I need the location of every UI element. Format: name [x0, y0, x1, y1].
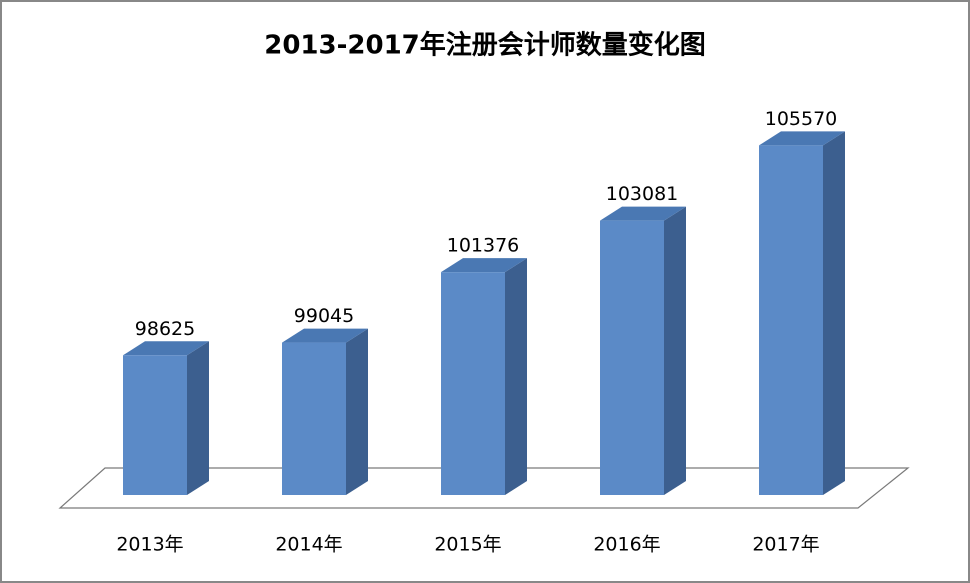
- bar-top: [441, 258, 527, 273]
- x-tick-label: 2015年: [434, 534, 501, 556]
- bar-top: [123, 341, 209, 356]
- bar-side: [346, 328, 368, 495]
- bar: [759, 145, 823, 495]
- chart-title: 2013-2017年注册会计师数量变化图: [264, 30, 706, 61]
- bar: [600, 220, 664, 495]
- bar-side: [187, 341, 209, 495]
- bar-top: [600, 206, 686, 221]
- x-tick-label: 2013年: [116, 534, 183, 556]
- bar-side: [505, 258, 527, 495]
- data-label: 101376: [447, 235, 520, 257]
- x-tick-label: 2016年: [593, 534, 660, 556]
- bar: [123, 355, 187, 495]
- bar-side: [823, 131, 845, 495]
- bar-side: [664, 206, 686, 495]
- data-label: 99045: [294, 305, 354, 327]
- bar: [441, 272, 505, 495]
- data-label: 98625: [135, 318, 195, 340]
- x-tick-label: 2017年: [752, 534, 819, 556]
- bar-top: [282, 328, 368, 343]
- bar: [282, 342, 346, 495]
- data-label: 103081: [606, 183, 679, 205]
- data-label: 105570: [765, 108, 838, 130]
- x-tick-label: 2014年: [275, 534, 342, 556]
- bar-top: [759, 131, 845, 146]
